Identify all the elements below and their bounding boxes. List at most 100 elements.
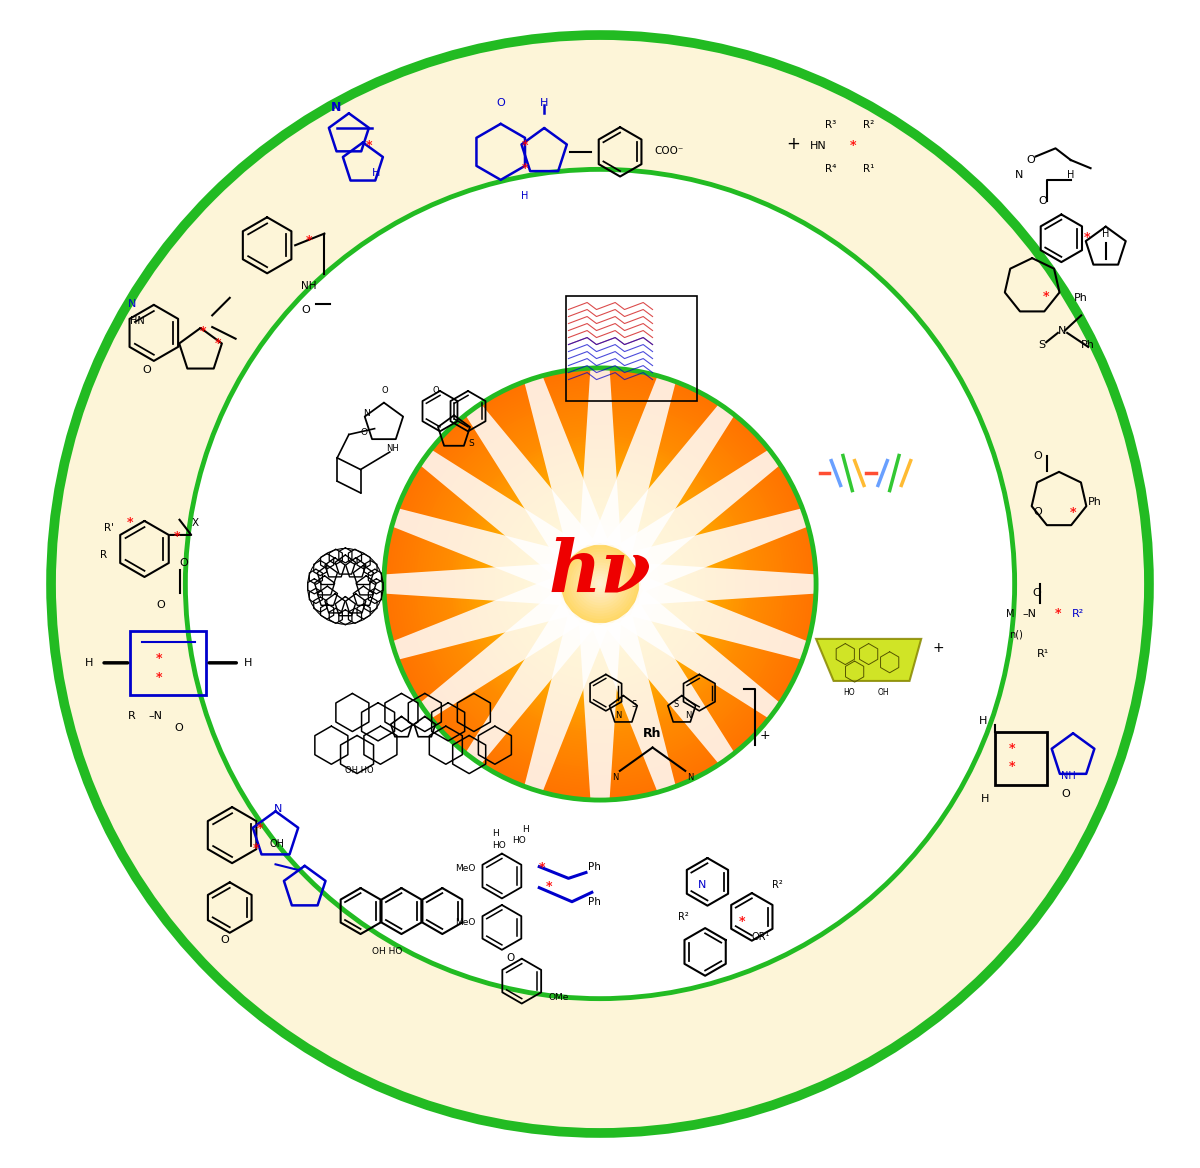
Circle shape [492,477,708,691]
Circle shape [468,452,732,716]
Polygon shape [425,603,594,822]
Text: S: S [631,700,637,709]
Text: O: O [156,600,164,610]
Text: NH: NH [386,444,400,453]
Text: +: + [786,134,799,153]
Polygon shape [638,563,892,605]
Text: O: O [1033,507,1042,516]
Circle shape [185,169,1015,999]
Text: O: O [382,385,389,395]
Text: R': R' [103,523,114,533]
Text: Ph: Ph [1074,293,1088,303]
Circle shape [562,547,638,621]
Circle shape [425,409,775,759]
Circle shape [457,440,743,728]
Circle shape [486,471,714,697]
Text: HN: HN [131,317,145,326]
Text: OMe: OMe [548,993,569,1002]
Text: N: N [616,711,622,721]
Circle shape [598,582,602,586]
Text: NH: NH [301,281,317,291]
Polygon shape [308,563,562,605]
Text: HO: HO [842,688,854,697]
Text: R²: R² [863,120,874,130]
Text: MeO: MeO [455,864,475,874]
Circle shape [524,508,676,660]
Text: O: O [175,723,184,732]
Bar [995,732,1048,785]
Circle shape [484,468,716,700]
Text: *: * [1009,743,1015,757]
Circle shape [464,449,736,719]
Circle shape [554,538,646,630]
Circle shape [427,411,773,757]
Text: O: O [180,558,188,568]
Text: Ph: Ph [588,897,601,906]
Text: *: * [1009,760,1015,774]
Circle shape [406,390,794,778]
Polygon shape [606,346,775,565]
Text: R²: R² [1072,610,1084,619]
Circle shape [460,444,740,724]
Circle shape [594,578,606,590]
Text: R⁴: R⁴ [826,165,836,174]
Text: *: * [253,842,259,856]
Text: N: N [1058,326,1067,335]
Circle shape [400,384,800,784]
Circle shape [494,479,706,689]
Circle shape [446,430,754,738]
Text: N: N [698,881,707,890]
Circle shape [454,438,746,730]
Polygon shape [361,590,581,759]
Text: S: S [1038,340,1045,349]
Circle shape [440,425,760,743]
Circle shape [500,484,700,684]
Circle shape [503,487,697,681]
Text: HO: HO [492,841,506,850]
Polygon shape [425,346,594,565]
Text: OH HO: OH HO [346,766,374,776]
Text: O: O [301,305,310,314]
Text: OR¹: OR¹ [752,932,770,941]
Polygon shape [630,576,878,679]
Circle shape [408,392,792,776]
Text: N: N [128,299,137,308]
Polygon shape [505,614,608,863]
Text: *: * [521,139,528,153]
Circle shape [527,512,673,656]
Text: NH: NH [1061,771,1076,780]
Polygon shape [592,305,695,554]
Text: *: * [1084,231,1091,245]
Text: H: H [980,794,989,804]
Circle shape [430,413,770,755]
Text: *: * [739,916,745,930]
Polygon shape [505,305,608,554]
Text: OH: OH [270,840,284,849]
Circle shape [505,489,695,679]
Circle shape [522,506,678,662]
Circle shape [481,465,719,703]
Text: H: H [979,716,988,725]
Text: N: N [331,100,342,114]
Text: MeO: MeO [455,918,475,927]
Text: *: * [539,862,545,876]
Text: O: O [1061,790,1070,799]
Circle shape [538,522,662,646]
Text: Ph: Ph [1081,340,1096,349]
Text: *: * [127,516,133,530]
Circle shape [416,401,784,767]
Polygon shape [592,614,695,863]
Text: H: H [85,658,94,668]
Circle shape [583,568,617,600]
Text: N: N [362,409,370,418]
Text: R: R [100,550,107,559]
Text: *: * [1043,291,1050,305]
Polygon shape [322,489,570,592]
Text: *: * [1069,507,1076,521]
Circle shape [587,570,613,598]
Polygon shape [619,590,839,759]
Circle shape [548,533,652,635]
Circle shape [384,368,816,800]
Circle shape [470,454,730,714]
Text: O: O [1026,155,1036,165]
